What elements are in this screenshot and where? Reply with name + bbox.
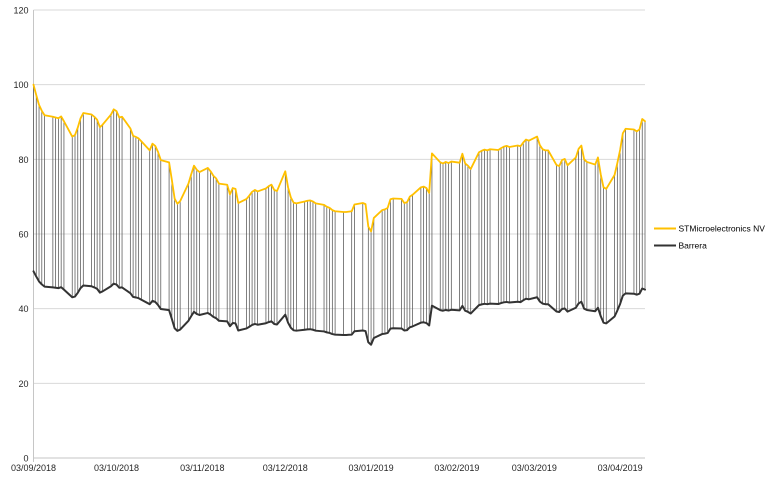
x-tick-label: 03/02/2019 <box>434 463 479 473</box>
x-tick-label: 03/10/2018 <box>94 463 139 473</box>
x-tick-label: 03/09/2018 <box>11 463 56 473</box>
high-low-drop-lines <box>33 84 646 345</box>
axes <box>33 10 645 462</box>
y-axis-labels: 0 20 40 60 80 100 120 <box>13 6 28 464</box>
x-tick-label: 03/01/2019 <box>349 463 394 473</box>
x-tick-label: 03/04/2019 <box>598 463 643 473</box>
legend-label-stmicroelectronics: STMicroelectronics NV <box>679 224 766 234</box>
series-lines <box>32 83 646 346</box>
y-tick-label: 80 <box>18 155 28 165</box>
x-axis-labels: 03/09/2018 03/10/2018 03/11/2018 03/12/2018… <box>11 463 643 473</box>
x-tick-label: 03/12/2018 <box>263 463 308 473</box>
x-tick-label: 03/03/2019 <box>512 463 557 473</box>
legend: STMicroelectronics NV Barrera <box>654 224 765 251</box>
legend-label-barrera: Barrera <box>679 241 708 251</box>
x-tick-label: 03/11/2018 <box>180 463 224 473</box>
y-tick-label: 100 <box>13 80 28 90</box>
series-line-barrera <box>32 270 646 346</box>
y-tick-label: 20 <box>18 379 28 389</box>
y-tick-label: 0 <box>23 454 28 464</box>
y-tick-label: 120 <box>13 6 28 16</box>
y-tick-label: 60 <box>18 230 28 240</box>
y-tick-label: 40 <box>18 304 28 314</box>
series-line-stmicroelectronics <box>32 83 646 233</box>
gridlines <box>33 9 645 384</box>
